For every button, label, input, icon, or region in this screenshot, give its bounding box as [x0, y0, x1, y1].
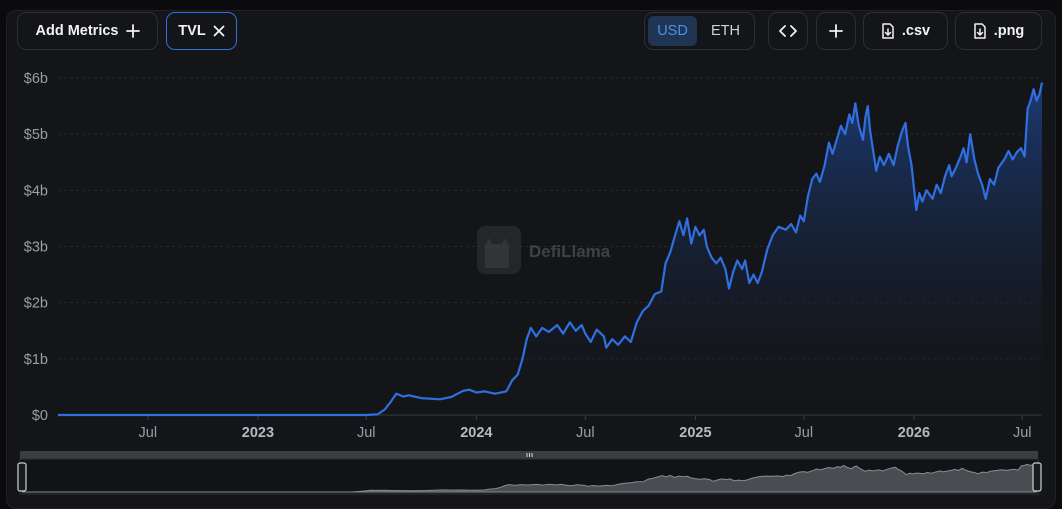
- download-csv-button[interactable]: .csv: [863, 12, 948, 50]
- watermark: DefiLlama: [477, 226, 611, 274]
- y-tick-label: $0: [32, 408, 48, 424]
- embed-button[interactable]: [768, 12, 808, 50]
- y-tick-label: $5b: [24, 127, 48, 143]
- add-chart-button[interactable]: [816, 12, 856, 50]
- x-tick-label: 2025: [679, 425, 711, 441]
- tvl-chip[interactable]: TVL: [166, 12, 237, 50]
- watermark-text: DefiLlama: [529, 242, 611, 261]
- close-icon[interactable]: [213, 25, 225, 37]
- currency-toggle: USD ETH: [644, 12, 755, 50]
- code-icon: [779, 25, 797, 37]
- x-tick-label: 2023: [242, 425, 274, 441]
- y-tick-label: $2b: [24, 296, 48, 312]
- brush-grip-icon[interactable]: [526, 453, 533, 457]
- x-tick-label: Jul: [795, 425, 814, 441]
- x-tick-label: Jul: [357, 425, 376, 441]
- x-tick-label: 2024: [460, 425, 492, 441]
- llama-logo-icon: [477, 226, 521, 274]
- brush-right-handle[interactable]: [1032, 462, 1042, 492]
- x-tick-label: 2026: [898, 425, 930, 441]
- x-axis: Jul 2023 Jul 2024 Jul 2025 Jul 2026 Jul: [139, 415, 1032, 441]
- tvl-area-fill: [58, 82, 1042, 415]
- add-metrics-button[interactable]: Add Metrics: [17, 12, 158, 50]
- file-download-icon: [882, 23, 894, 39]
- csv-label: .csv: [901, 23, 931, 39]
- x-tick-label: Jul: [1013, 425, 1032, 441]
- tvl-chip-label: TVL: [178, 23, 206, 39]
- download-png-button[interactable]: .png: [955, 12, 1042, 50]
- y-axis: $0 $1b $2b $3b $4b $5b $6b: [24, 71, 48, 424]
- file-download-icon: [973, 23, 986, 39]
- currency-eth-option[interactable]: ETH: [711, 23, 740, 39]
- y-tick-label: $6b: [24, 71, 48, 87]
- tvl-line: [58, 82, 1044, 417]
- x-tick-label: Jul: [139, 425, 158, 441]
- y-tick-label: $4b: [24, 183, 48, 199]
- brush-mini-chart: [22, 463, 1037, 493]
- brush-left-handle[interactable]: [17, 462, 27, 492]
- png-label: .png: [993, 23, 1025, 39]
- y-tick-label: $3b: [24, 240, 48, 256]
- add-metrics-label: Add Metrics: [35, 23, 119, 39]
- currency-usd-option[interactable]: USD: [648, 16, 698, 46]
- plus-icon: [829, 24, 843, 38]
- y-tick-label: $1b: [24, 352, 48, 368]
- x-tick-label: Jul: [576, 425, 595, 441]
- plus-icon: [125, 24, 140, 38]
- range-brush[interactable]: [17, 451, 1042, 495]
- llama-head-icon: [485, 238, 509, 268]
